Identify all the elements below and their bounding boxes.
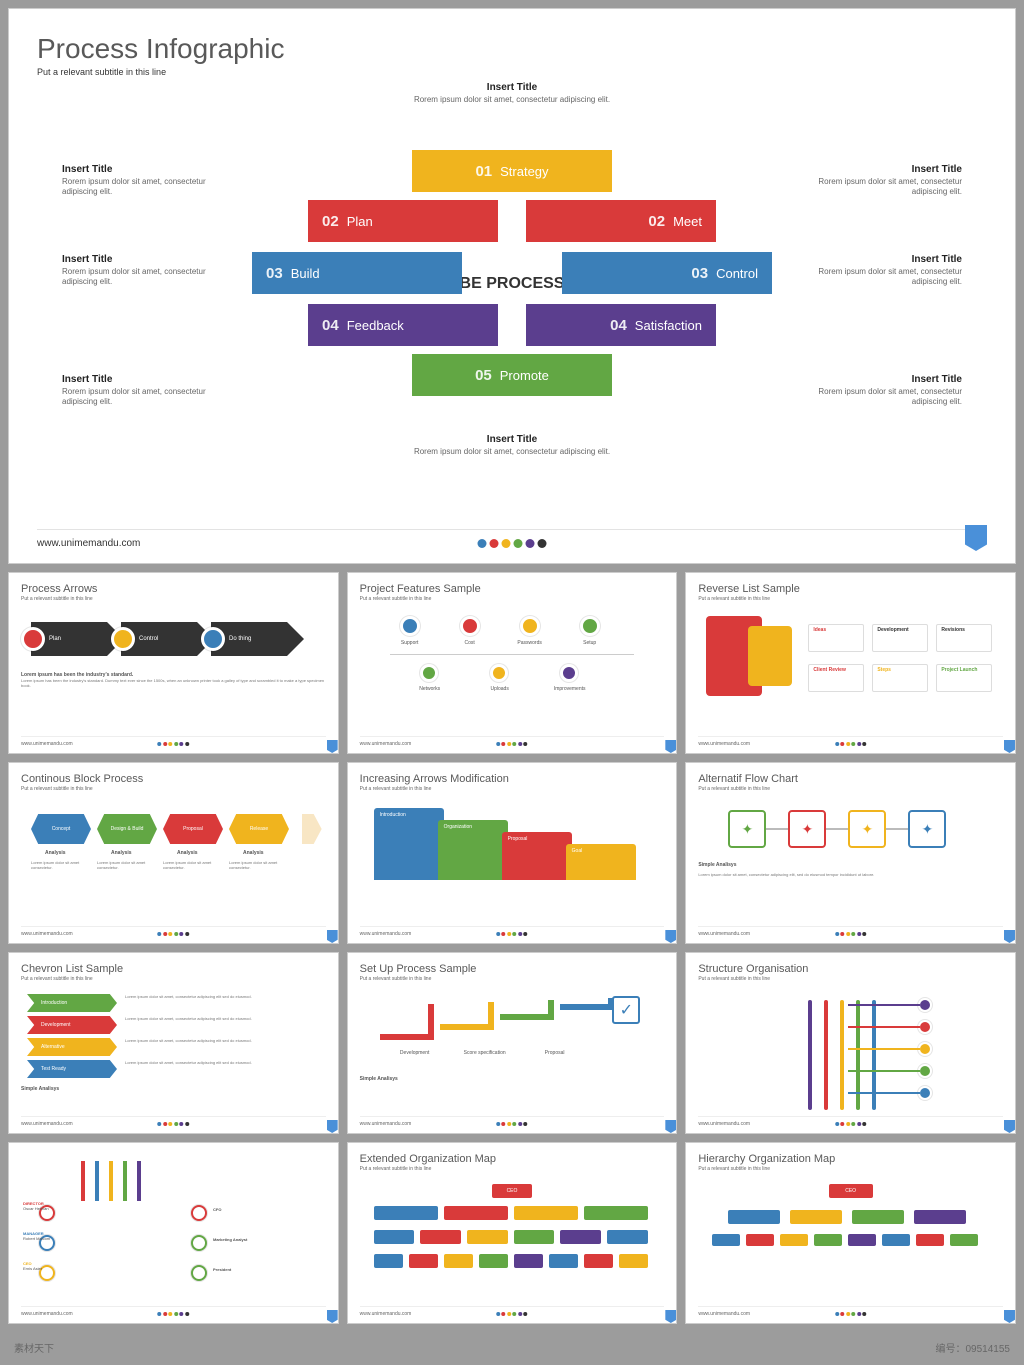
thumb-title: Extended Organization Map — [360, 1153, 665, 1165]
slide-subtitle: Put a relevant subtitle in this line — [37, 67, 987, 77]
process-bar: 03Control — [562, 252, 772, 294]
slide-title: Process Infographic — [37, 33, 987, 65]
page-badge — [965, 525, 987, 551]
thumb-title: Process Arrows — [21, 583, 326, 595]
thumbnail[interactable]: Process ArrowsPut a relevant subtitle in… — [8, 572, 339, 754]
watermark-id: 编号：09514155 — [936, 1340, 1011, 1355]
thumb-title: Structure Organisation — [698, 963, 1003, 975]
thumb-title: Hierarchy Organization Map — [698, 1153, 1003, 1165]
thumbnail[interactable]: DIRECTOROscar HelmanMANAGERRobert Malcom… — [8, 1142, 339, 1324]
callout: Insert TitleRorem ipsum dolor sit amet, … — [812, 164, 962, 198]
process-bar: 02Meet — [526, 200, 716, 242]
thumbnail[interactable]: Project Features SamplePut a relevant su… — [347, 572, 678, 754]
thumbnail[interactable]: Chevron List SamplePut a relevant subtit… — [8, 952, 339, 1134]
process-bar: 03Build — [252, 252, 462, 294]
process-bar: 05Promote — [412, 354, 612, 396]
process-bar: 04Satisfaction — [526, 304, 716, 346]
thumbnail[interactable]: Structure OrganisationPut a relevant sub… — [685, 952, 1016, 1134]
callout: Insert TitleRorem ipsum dolor sit amet, … — [812, 254, 962, 288]
thumb-title: Reverse List Sample — [698, 583, 1003, 595]
callout: Insert TitleRorem ipsum dolor sit amet, … — [412, 434, 612, 457]
process-diagram: BE PROCESS 01Strategy 02Plan 02Meet 03Build… — [232, 104, 792, 464]
process-bar: 04Feedback — [308, 304, 498, 346]
callout: Insert TitleRorem ipsum dolor sit amet, … — [812, 374, 962, 408]
thumbnail[interactable]: Set Up Process SamplePut a relevant subt… — [347, 952, 678, 1134]
process-bar: 02Plan — [308, 200, 498, 242]
callout: Insert TitleRorem ipsum dolor sit amet, … — [62, 374, 212, 408]
footer-url: www.unimemandu.com — [37, 538, 140, 549]
callout: Insert TitleRorem ipsum dolor sit amet, … — [412, 82, 612, 105]
thumbnail[interactable]: Increasing Arrows ModificationPut a rele… — [347, 762, 678, 944]
callout: Insert TitleRorem ipsum dolor sit amet, … — [62, 164, 212, 198]
thumbnail[interactable]: Extended Organization MapPut a relevant … — [347, 1142, 678, 1324]
thumb-title: Increasing Arrows Modification — [360, 773, 665, 785]
thumb-title: Alternatif Flow Chart — [698, 773, 1003, 785]
thumbnail[interactable]: Reverse List SamplePut a relevant subtit… — [685, 572, 1016, 754]
thumb-title: Chevron List Sample — [21, 963, 326, 975]
callout: Insert TitleRorem ipsum dolor sit amet, … — [62, 254, 212, 288]
process-bar: 01Strategy — [412, 150, 612, 192]
center-label: BE PROCESS — [460, 275, 565, 293]
thumbnail[interactable]: Continous Block ProcessPut a relevant su… — [8, 762, 339, 944]
footer-dots — [478, 539, 547, 548]
thumbnail-grid: Process ArrowsPut a relevant subtitle in… — [8, 572, 1016, 1324]
watermark-site: 素材天下 — [14, 1340, 54, 1355]
thumbnail[interactable]: Hierarchy Organization MapPut a relevant… — [685, 1142, 1016, 1324]
thumb-title: Set Up Process Sample — [360, 963, 665, 975]
main-slide: Process Infographic Put a relevant subti… — [8, 8, 1016, 564]
thumb-title: Continous Block Process — [21, 773, 326, 785]
slide-footer: www.unimemandu.com — [37, 529, 987, 549]
thumbnail[interactable]: Alternatif Flow ChartPut a relevant subt… — [685, 762, 1016, 944]
thumb-title: Project Features Sample — [360, 583, 665, 595]
